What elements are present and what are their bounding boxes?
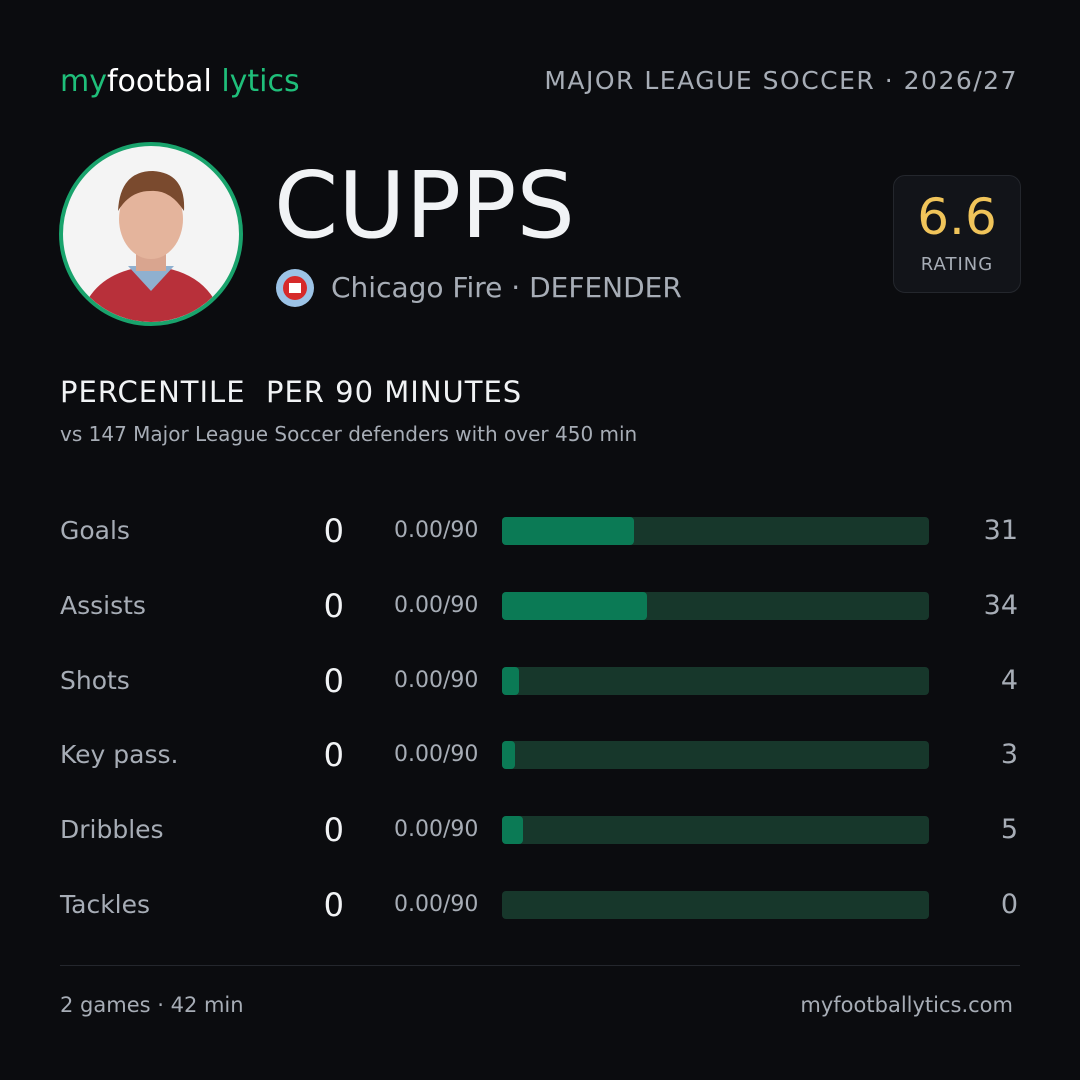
stat-total: 0	[323, 811, 344, 850]
section-title: PERCENTILE PER 90 MINUTES	[60, 375, 523, 409]
stat-label: Tackles	[60, 890, 151, 919]
stat-total: 0	[323, 736, 344, 775]
stat-per90: 0.00/90	[394, 817, 479, 843]
logo-part: footbal	[106, 64, 212, 99]
percentile-bar	[502, 816, 524, 845]
stat-label: Key pass.	[60, 740, 179, 770]
stat-label: Assists	[60, 590, 146, 620]
footer-summary: 2 games · 42 min	[60, 993, 244, 1017]
stat-percentile: 4	[1000, 664, 1018, 696]
stat-total: 0	[323, 886, 344, 924]
section-subtitle: vs 147 Major League Soccer defenders wit…	[60, 422, 638, 446]
logo-part: my	[60, 64, 107, 99]
bar-track	[502, 591, 929, 620]
divider	[60, 965, 1020, 966]
logo-part: lytics	[221, 64, 300, 99]
rating-label: RATING	[920, 254, 994, 275]
bar-track	[502, 891, 929, 919]
rating: 6.6	[917, 188, 997, 246]
logo: myfootbal lytics	[60, 64, 300, 99]
stat-total: 0	[323, 512, 344, 550]
stat-label: Dribbles	[60, 815, 164, 845]
league: MAJOR LEAGUE SOCCER · 2026/27	[544, 66, 1018, 95]
stat-per90: 0.00/90	[394, 592, 479, 618]
stat-percentile: 34	[983, 589, 1018, 621]
team-badge	[276, 269, 314, 307]
bar-track	[502, 816, 929, 845]
team: Chicago Fire · DEFENDER	[331, 271, 682, 304]
percentile-bar	[502, 517, 635, 545]
player-name: CUPPS	[274, 152, 575, 259]
rating-box: 6.6 RATING	[893, 175, 1021, 293]
bar-track	[502, 741, 929, 770]
stat-total: 0	[323, 661, 344, 700]
stat-label: Goals	[60, 516, 130, 545]
player-photo	[59, 142, 243, 326]
bar-track	[502, 517, 929, 545]
stat-per90: 0.00/90	[394, 892, 479, 917]
stat-total: 0	[323, 586, 344, 625]
percentile-bar	[502, 741, 515, 770]
stat-percentile: 5	[1000, 814, 1018, 846]
percentile-bar	[502, 591, 648, 620]
footer-site: myfootballytics.com	[800, 993, 1013, 1017]
bar-track	[502, 666, 929, 695]
stat-per90: 0.00/90	[394, 667, 479, 693]
stat-per90: 0.00/90	[394, 742, 479, 768]
percentile-bar	[502, 666, 520, 695]
stat-percentile: 31	[983, 515, 1018, 546]
stat-percentile: 0	[1000, 889, 1018, 920]
stat-percentile: 3	[1000, 739, 1018, 771]
stat-per90: 0.00/90	[394, 518, 479, 543]
stat-label: Shots	[60, 665, 130, 695]
